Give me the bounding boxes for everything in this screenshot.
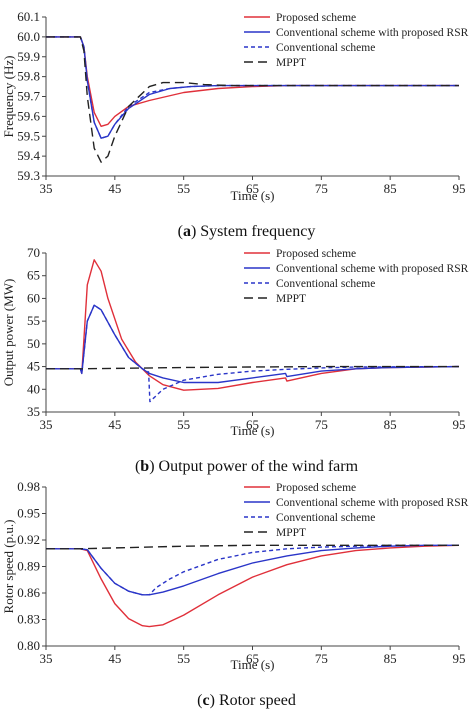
x-tick-label: 35 (40, 651, 53, 666)
x-tick-label: 95 (453, 181, 466, 196)
series-line-1 (46, 544, 460, 628)
x-tick-label: 75 (315, 651, 328, 666)
y-tick-label: 55 (27, 313, 40, 328)
x-axis-label: Time (s) (231, 188, 275, 203)
series-line-3 (46, 544, 459, 596)
series-line-1 (46, 259, 460, 391)
series-line-2 (46, 36, 459, 139)
y-tick-label: 35 (27, 404, 40, 419)
x-tick-label: 45 (108, 181, 121, 196)
legend-label-4: MPPT (276, 57, 306, 69)
y-tick-label: 0.95 (17, 506, 40, 521)
y-tick-label: 59.8 (17, 69, 40, 84)
y-tick-label: 0.80 (17, 638, 40, 653)
chart-b: 35 40 45 50 55 60 65 70 35 45 55 65 75 85 95 Time (s) Ou… (1, 245, 469, 475)
y-axis-label: Rotor speed (p.u.) (1, 520, 16, 614)
chart-c: 0.80 0.83 0.86 0.89 0.92 0.95 0.98 35 45 55 65 75 85… (1, 479, 469, 709)
legend-label-1: Proposed scheme (276, 12, 356, 24)
y-axis-label: Output power (MW) (1, 279, 16, 387)
legend-label-2: Conventional scheme with proposed RSR (276, 263, 469, 275)
x-tick-label: 65 (246, 417, 259, 432)
x-axis-label: Time (s) (231, 657, 275, 672)
x-tick-label: 75 (315, 417, 328, 432)
y-tick-label: 60.1 (17, 9, 40, 24)
y-tick-label: 0.98 (17, 479, 40, 494)
x-axis-label: Time (s) (231, 423, 275, 438)
x-tick-label: 95 (453, 651, 466, 666)
x-tick-label: 35 (40, 181, 53, 196)
x-tick-label: 45 (108, 651, 121, 666)
legend-label-2: Conventional scheme with proposed RSR (276, 27, 469, 39)
legend-label-4: MPPT (276, 527, 306, 539)
chart-caption: (b) Output power of the wind farm (135, 458, 359, 475)
legend-label-4: MPPT (276, 293, 306, 305)
y-tick-label: 45 (27, 359, 40, 374)
chart-caption: (a) System frequency (178, 223, 316, 240)
x-tick-label: 55 (177, 651, 190, 666)
y-tick-label: 59.5 (17, 128, 40, 143)
x-tick-label: 85 (384, 651, 397, 666)
series-line-4 (46, 36, 459, 163)
y-axis-label: Frequency (Hz) (1, 56, 16, 138)
x-tick-label: 55 (177, 181, 190, 196)
x-tick-label: 65 (246, 651, 259, 666)
series-line-4 (46, 544, 459, 550)
y-tick-label: 59.4 (17, 148, 40, 163)
legend-label-1: Proposed scheme (276, 482, 356, 494)
y-tick-label: 0.83 (17, 612, 40, 627)
legend-label-3: Conventional scheme (276, 42, 375, 54)
y-tick-label: 0.86 (17, 585, 40, 600)
x-tick-label: 65 (246, 181, 259, 196)
y-tick-label: 59.3 (17, 168, 40, 183)
x-tick-label: 85 (384, 181, 397, 196)
x-tick-label: 35 (40, 417, 53, 432)
y-tick-label: 70 (27, 245, 40, 260)
y-tick-label: 59.6 (17, 108, 40, 123)
y-tick-label: 59.7 (17, 89, 40, 104)
y-tick-label: 0.92 (17, 532, 40, 547)
x-tick-label: 45 (108, 417, 121, 432)
y-tick-label: 50 (27, 336, 40, 351)
series-line-4 (46, 365, 459, 370)
series-line-3 (46, 36, 459, 139)
y-tick-label: 59.9 (17, 49, 40, 64)
chart-a: 59.3 59.4 59.5 59.6 59.7 59.8 59.9 60.0 60.1 35 45… (1, 9, 469, 240)
legend-label-1: Proposed scheme (276, 248, 356, 260)
series-line-1 (46, 36, 459, 128)
y-tick-label: 60.0 (17, 29, 40, 44)
x-tick-label: 55 (177, 417, 190, 432)
y-tick-label: 0.89 (17, 559, 40, 574)
chart-caption: (c) Rotor speed (197, 692, 296, 709)
x-tick-label: 95 (453, 417, 466, 432)
legend-label-3: Conventional scheme (276, 512, 375, 524)
x-tick-label: 85 (384, 417, 397, 432)
y-tick-label: 40 (27, 381, 40, 396)
y-tick-label: 60 (27, 290, 40, 305)
y-tick-label: 65 (27, 268, 40, 283)
legend-label-3: Conventional scheme (276, 278, 375, 290)
x-tick-label: 75 (315, 181, 328, 196)
series-line-3 (46, 304, 460, 403)
legend-label-2: Conventional scheme with proposed RSR (276, 497, 469, 509)
series-line-2 (46, 544, 459, 596)
